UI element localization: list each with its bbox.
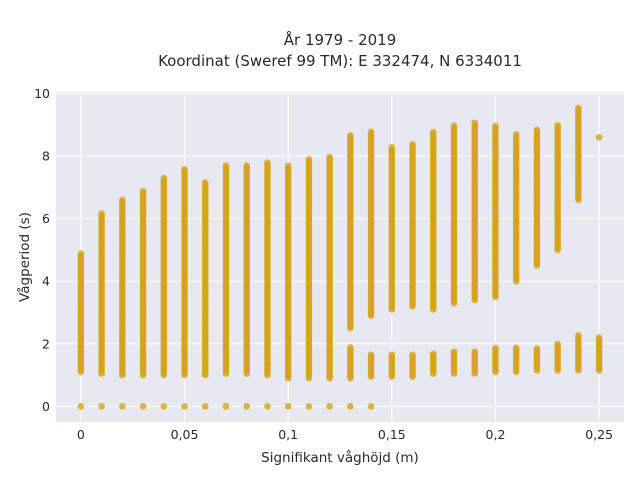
- data-point: [492, 122, 499, 130]
- data-point: [77, 250, 85, 258]
- data-point: [512, 344, 520, 352]
- data-point: [388, 351, 396, 359]
- y-tick-labels: 0 2 4 6 8 10: [34, 86, 50, 414]
- data-point: [264, 403, 271, 410]
- data-point: [264, 159, 271, 166]
- data-point: [450, 348, 458, 355]
- x-tick-label: 0: [77, 427, 85, 442]
- x-tick-label: 0,05: [171, 427, 199, 442]
- y-tick-label: 0: [42, 399, 50, 414]
- y-tick-label: 2: [42, 336, 50, 351]
- data-point: [575, 332, 582, 339]
- data-point: [305, 403, 313, 410]
- chart-title-line-1: År 1979 - 2019: [284, 30, 397, 49]
- x-tick-label: 0,2: [486, 427, 506, 442]
- data-point: [429, 128, 437, 136]
- data-point: [139, 187, 147, 195]
- x-tick-label: 0,25: [585, 427, 613, 442]
- x-axis-title: Signifikant våghöjd (m): [261, 449, 419, 466]
- data-point: [243, 162, 251, 169]
- data-point: [222, 403, 230, 410]
- plot-area: [56, 92, 624, 422]
- data-point: [471, 119, 479, 126]
- data-point: [201, 179, 209, 186]
- data-point: [367, 403, 375, 410]
- data-point: [554, 340, 561, 348]
- data-point: [119, 403, 126, 410]
- data-point: [595, 334, 603, 341]
- data-point: [160, 403, 168, 410]
- data-point: [98, 210, 105, 217]
- data-point: [367, 351, 375, 359]
- data-points: [77, 104, 603, 410]
- data-point: [160, 174, 168, 182]
- data-point: [284, 403, 292, 410]
- data-point: [326, 403, 333, 410]
- data-point: [139, 403, 147, 410]
- x-tick-label: 0,15: [378, 427, 406, 442]
- data-point: [512, 131, 520, 138]
- data-point: [554, 121, 561, 129]
- data-point: [388, 144, 396, 151]
- data-point: [77, 403, 85, 410]
- data-point: [429, 350, 437, 358]
- data-point: [409, 140, 416, 148]
- data-point: [305, 155, 313, 163]
- data-point: [533, 345, 541, 352]
- data-point: [222, 162, 230, 169]
- data-point: [347, 344, 354, 351]
- data-point: [243, 403, 251, 410]
- data-point: [533, 126, 541, 134]
- data-point: [119, 196, 126, 204]
- y-tick-label: 6: [42, 211, 50, 226]
- y-tick-label: 8: [42, 149, 50, 164]
- chart-title-line-2: Koordinat (Sweref 99 TM): E 332474, N 63…: [158, 52, 522, 70]
- data-point: [347, 403, 354, 410]
- data-point: [367, 128, 375, 136]
- data-point: [471, 348, 479, 355]
- data-point: [595, 134, 603, 141]
- data-point: [181, 403, 188, 410]
- data-point: [98, 403, 105, 410]
- data-point: [326, 153, 333, 161]
- data-point: [284, 162, 292, 170]
- x-tick-labels: 0 0,05 0,1 0,15 0,2 0,25: [77, 427, 613, 442]
- data-point: [409, 351, 416, 359]
- data-point: [347, 132, 354, 139]
- y-tick-label: 4: [42, 274, 50, 289]
- data-point: [181, 165, 188, 173]
- x-tick-label: 0,1: [278, 427, 298, 442]
- y-axis-title: Vågperiod (s): [16, 212, 33, 302]
- data-point: [575, 104, 582, 112]
- data-point: [492, 344, 499, 352]
- data-point: [450, 122, 458, 130]
- y-tick-label: 10: [34, 86, 50, 101]
- data-point: [201, 403, 209, 410]
